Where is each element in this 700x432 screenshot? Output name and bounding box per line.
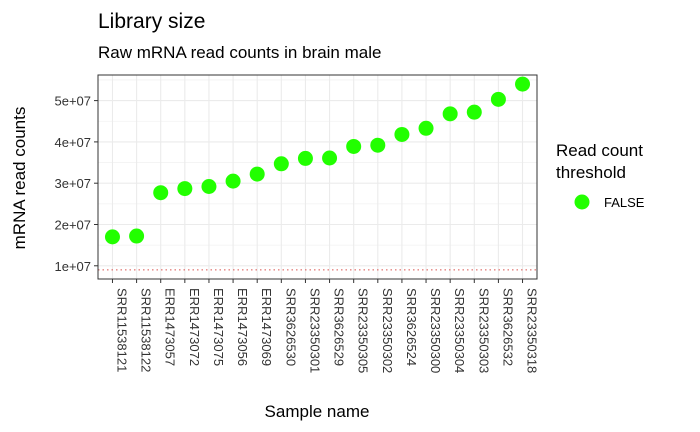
x-tick-label: SRR3626532: [500, 288, 515, 366]
x-tick-label: SRR3626524: [404, 288, 419, 366]
x-tick-label: SRR11538121: [114, 288, 129, 372]
x-tick-label: SRR3626529: [332, 288, 347, 366]
legend-title-line-2: threshold: [556, 163, 626, 182]
x-tick-label: SRR23350302: [380, 288, 395, 373]
y-tick-label: 3e+07: [54, 176, 91, 191]
data-point: [515, 76, 531, 92]
legend: Read count threshold FALSE: [556, 141, 645, 210]
y-tick-label: 1e+07: [54, 259, 91, 274]
grid-minor: [98, 79, 537, 246]
x-tick-label: ERR1473075: [211, 288, 226, 366]
legend-label-false: FALSE: [604, 195, 645, 210]
y-tick-label: 2e+07: [54, 217, 91, 232]
data-point: [177, 181, 193, 197]
data-point: [104, 229, 120, 245]
legend-key-false: [574, 194, 590, 210]
data-point: [394, 126, 410, 142]
x-axis-title: Sample name: [265, 402, 370, 421]
x-tick-label: SRR23350303: [476, 288, 491, 373]
grid-major: [98, 75, 537, 279]
data-point: [297, 150, 313, 166]
data-point: [153, 185, 169, 201]
data-point: [442, 106, 458, 122]
data-point: [370, 137, 386, 153]
data-point: [346, 138, 362, 154]
plot-panel: [97, 74, 538, 280]
x-tick-label: SRR23350318: [525, 288, 540, 373]
data-points: [104, 76, 531, 245]
x-tick-label: SRR11538122: [139, 288, 154, 372]
data-point: [418, 120, 434, 136]
x-tick-label: ERR1473072: [187, 288, 202, 366]
y-tick-label: 4e+07: [54, 135, 91, 150]
chart-subtitle: Raw mRNA read counts in brain male: [98, 43, 381, 62]
x-tick-label: SRR23350305: [356, 288, 371, 373]
data-point: [129, 228, 145, 244]
y-axis-ticks: 1e+07 2e+07 3e+07 4e+07 5e+07: [54, 94, 98, 274]
legend-title-line-1: Read count: [556, 141, 643, 160]
data-point: [225, 173, 241, 189]
data-point: [273, 156, 289, 172]
data-point: [201, 178, 217, 194]
y-tick-label: 5e+07: [54, 94, 91, 109]
data-point: [466, 104, 482, 120]
x-tick-label: ERR1473056: [235, 288, 250, 366]
x-tick-label: SRR23350300: [428, 288, 443, 373]
data-point: [490, 91, 506, 107]
y-axis-title: mRNA read counts: [10, 107, 29, 250]
x-tick-label: SRR23350304: [452, 288, 467, 373]
x-tick-label: SRR23350301: [307, 288, 322, 373]
x-axis-ticks: SRR11538121 SRR11538122 ERR1473057 ERR14730…: [111, 279, 540, 373]
x-tick-label: ERR1473069: [259, 288, 274, 366]
x-tick-label: SRR3626530: [283, 288, 298, 366]
x-tick-label: ERR1473057: [163, 288, 178, 366]
plot-border: [97, 74, 538, 280]
data-point: [322, 150, 338, 166]
data-point: [249, 166, 265, 182]
chart-title: Library size: [98, 10, 205, 33]
